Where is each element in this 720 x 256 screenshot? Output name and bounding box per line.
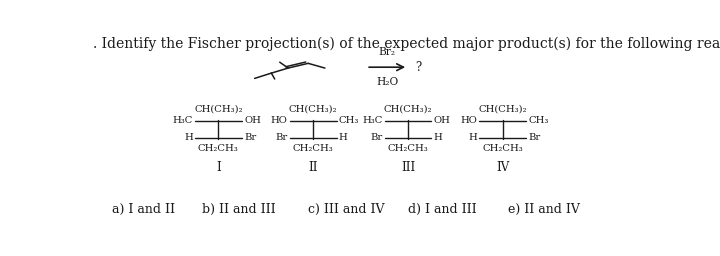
Text: Br: Br	[370, 133, 382, 142]
Text: Br: Br	[244, 133, 256, 142]
Text: H₂O: H₂O	[376, 77, 398, 87]
Text: HO: HO	[460, 116, 477, 125]
Text: Br: Br	[528, 133, 541, 142]
Text: . Identify the Fischer projection(s) of the expected major product(s) for the fo: . Identify the Fischer projection(s) of …	[93, 37, 720, 51]
Text: H₃C: H₃C	[172, 116, 193, 125]
Text: d) I and III: d) I and III	[408, 203, 477, 216]
Text: CH₂CH₃: CH₂CH₃	[198, 144, 239, 153]
Text: H: H	[469, 133, 477, 142]
Text: II: II	[308, 161, 318, 174]
Text: CH(CH₃)₂: CH(CH₃)₂	[384, 105, 433, 114]
Text: Br₂: Br₂	[379, 47, 395, 57]
Text: c) III and IV: c) III and IV	[307, 203, 384, 216]
Text: CH(CH₃)₂: CH(CH₃)₂	[289, 105, 338, 114]
Text: III: III	[401, 161, 415, 174]
Text: OH: OH	[244, 116, 261, 125]
Text: e) II and IV: e) II and IV	[508, 203, 580, 216]
Text: CH₃: CH₃	[528, 116, 549, 125]
Text: CH₃: CH₃	[339, 116, 359, 125]
Text: H₃C: H₃C	[362, 116, 382, 125]
Text: CH₂CH₃: CH₂CH₃	[387, 144, 428, 153]
Text: CH(CH₃)₂: CH(CH₃)₂	[194, 105, 243, 114]
Text: CH₂CH₃: CH₂CH₃	[293, 144, 333, 153]
Text: I: I	[216, 161, 221, 174]
Text: IV: IV	[496, 161, 510, 174]
Text: CH₂CH₃: CH₂CH₃	[482, 144, 523, 153]
Text: H: H	[339, 133, 348, 142]
Text: CH(CH₃)₂: CH(CH₃)₂	[479, 105, 527, 114]
Text: b) II and III: b) II and III	[202, 203, 275, 216]
Text: ?: ?	[415, 61, 421, 74]
Text: a) I and II: a) I and II	[112, 203, 176, 216]
Text: H: H	[433, 133, 443, 142]
Text: Br: Br	[275, 133, 287, 142]
Text: HO: HO	[271, 116, 287, 125]
Text: OH: OH	[433, 116, 451, 125]
Text: H: H	[184, 133, 193, 142]
